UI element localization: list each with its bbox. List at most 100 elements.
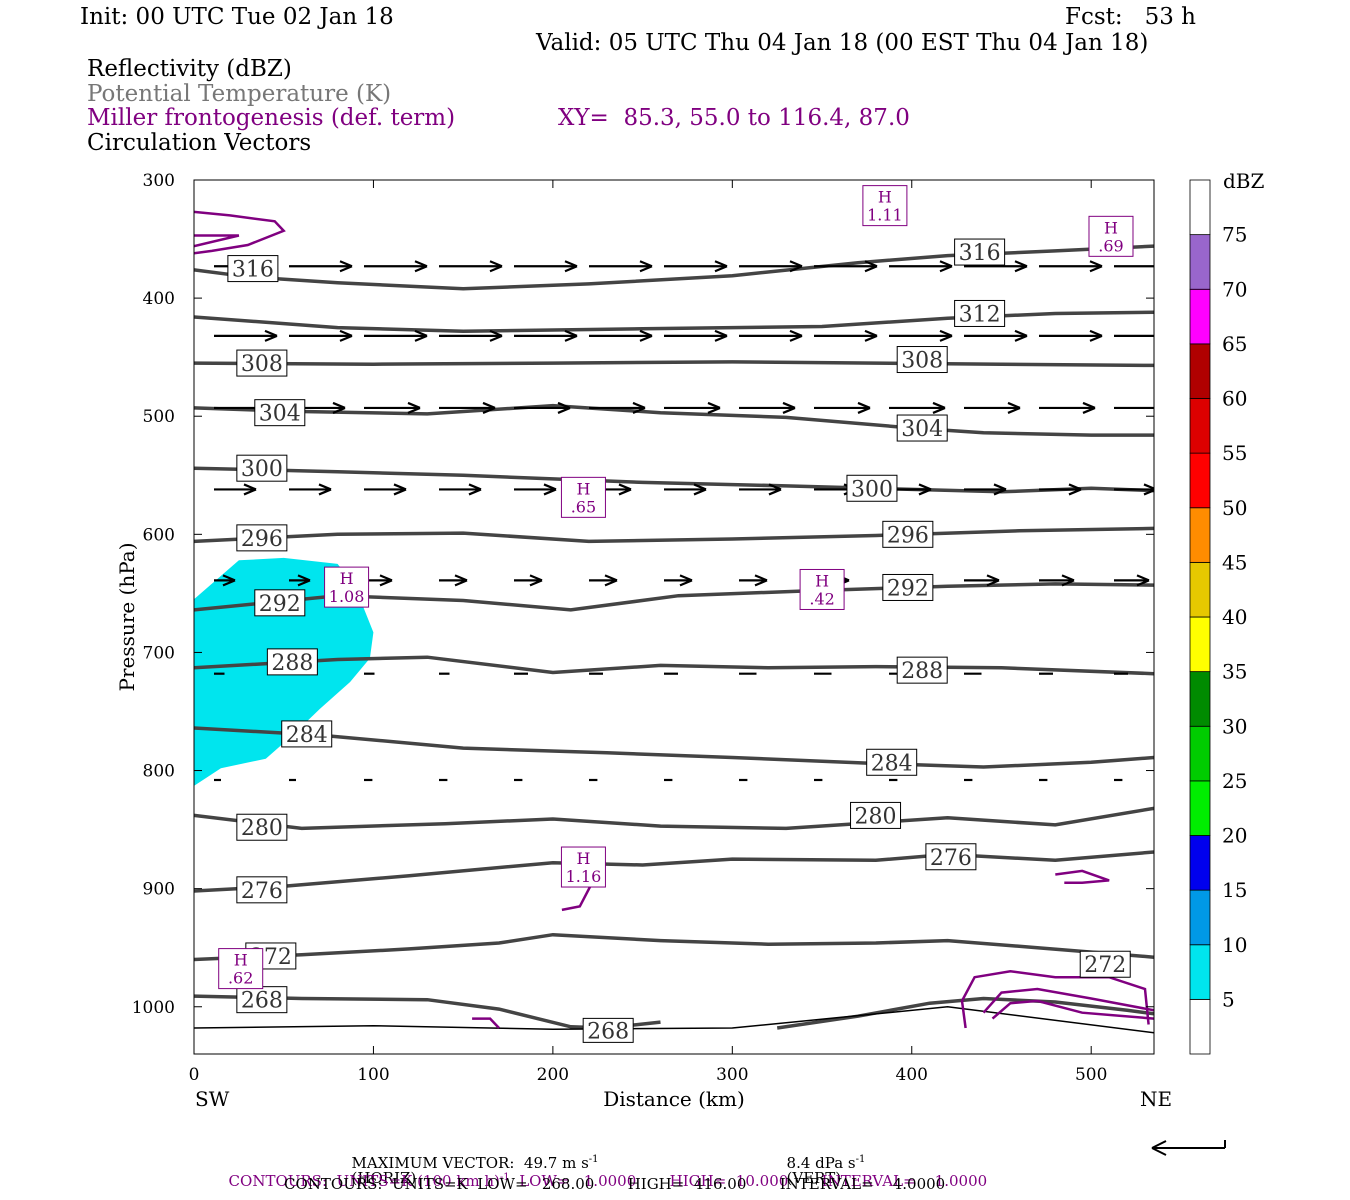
vector-head — [489, 329, 503, 337]
vector-head — [243, 483, 257, 491]
frontogenesis-contour — [472, 1017, 500, 1029]
theta-label: 304 — [901, 417, 943, 442]
theta-label: 280 — [855, 804, 897, 829]
colorbar-bin — [1189, 452, 1211, 509]
circulation-vector — [1039, 329, 1103, 342]
vector-head — [932, 401, 946, 409]
colorbar-bin — [1189, 179, 1211, 236]
theta-label-box — [227, 255, 279, 283]
vector-head — [414, 260, 428, 268]
circulation-vector — [664, 260, 728, 273]
high-marker-value: .65 — [571, 497, 596, 516]
contours-fronto-tail: LOW= 1.0000 HIGH= 10.000 INTERVAL= 1.000… — [519, 1172, 988, 1190]
vector-head — [332, 406, 346, 414]
vector-head — [639, 265, 653, 273]
vector-head — [339, 334, 353, 342]
theta-label-box — [236, 986, 288, 1014]
circulation-vector — [889, 329, 953, 342]
circulation-vector — [964, 401, 1021, 414]
theta-label-box — [582, 1017, 634, 1043]
theta-label: 268 — [587, 1019, 629, 1044]
vector-head — [1007, 406, 1021, 414]
vector-head — [529, 579, 543, 587]
circulation-vector — [439, 260, 503, 273]
vector-head — [789, 334, 803, 342]
theta-contour-276 — [194, 850, 1154, 893]
theta-label: 308 — [901, 349, 943, 374]
theta-label: 300 — [241, 457, 283, 482]
circulation-vector — [214, 574, 236, 587]
field-reflectivity: Reflectivity (dBZ) — [87, 56, 292, 82]
circulation-vector — [439, 329, 503, 342]
high-marker-value: .69 — [1098, 236, 1123, 255]
x-tick-label: 300 — [716, 1065, 748, 1085]
vector-head — [1082, 401, 1096, 409]
vector-head — [993, 483, 1007, 491]
theta-label: 276 — [930, 846, 972, 871]
circulation-vector — [439, 483, 482, 496]
high-marker-letter: H — [1104, 218, 1118, 237]
circulation-vector — [1039, 260, 1103, 273]
circulation-vector — [739, 574, 768, 587]
vector-head — [1158, 408, 1170, 413]
vector-head — [489, 260, 503, 268]
y-tick-label: 300 — [143, 171, 175, 191]
cross-section-endpoints: XY= 85.3, 55.0 to 116.4, 87.0 — [558, 105, 910, 131]
theta-label-box — [236, 454, 288, 482]
vector-head — [693, 488, 707, 496]
vector-head — [1014, 329, 1028, 337]
vector-head — [543, 483, 557, 491]
circulation-vector — [214, 483, 257, 496]
circulation-vector — [1114, 261, 1177, 268]
max-vector-horiz: MAXIMUM VECTOR: 49.7 m s-1 (HORIZ) — [351, 1154, 599, 1187]
circulation-vector — [964, 483, 1007, 496]
init-time: Init: 00 UTC Tue 02 Jan 18 — [80, 4, 394, 30]
vector-head — [407, 401, 421, 409]
vector-head — [639, 334, 653, 342]
vector-head — [564, 329, 578, 337]
theta-label-box — [236, 524, 288, 552]
vector-head — [789, 329, 803, 337]
circulation-vector — [1114, 403, 1170, 413]
vector-head — [564, 260, 578, 268]
vector-head — [1143, 489, 1154, 496]
theta-contour-304 — [194, 403, 1154, 437]
theta-label-box — [236, 349, 288, 377]
high-marker-box — [862, 185, 908, 227]
circulation-vector — [814, 260, 878, 273]
vector-head — [864, 265, 878, 273]
vector-head — [1089, 329, 1103, 337]
high-marker-letter: H — [340, 569, 354, 588]
x-tick-label: 0 — [189, 1065, 200, 1085]
vector-head — [768, 483, 782, 491]
frontogenesis-contour — [982, 987, 1154, 1014]
x-right-label: NE — [1140, 1087, 1172, 1111]
circulation-vector — [1114, 574, 1150, 587]
vector-head — [454, 579, 468, 587]
vector-head — [393, 483, 407, 491]
circulation-vector — [1039, 574, 1075, 587]
y-tick-label: 500 — [143, 407, 175, 427]
circulation-vector — [664, 329, 728, 342]
theta-label-box — [896, 414, 948, 442]
vector-head — [864, 334, 878, 342]
colorbar-label: 25 — [1222, 769, 1247, 793]
vector-head — [1158, 403, 1170, 408]
vector-head — [986, 574, 1000, 582]
circulation-vector — [739, 483, 782, 496]
circulation-vector — [964, 574, 1000, 587]
high-marker-box — [324, 566, 370, 608]
circulation-vector — [514, 401, 571, 414]
x-tick-label: 200 — [537, 1065, 569, 1085]
theta-label: 300 — [851, 477, 893, 502]
circulation-vector — [439, 401, 496, 414]
vector-head — [1165, 261, 1177, 266]
vector-head — [864, 329, 878, 337]
theta-contour-288 — [194, 655, 1154, 676]
colorbar-bin — [1189, 944, 1211, 1000]
vector-head — [1068, 488, 1082, 496]
vector-head — [243, 488, 257, 496]
colorbar-bin — [1189, 835, 1211, 891]
theta-label-box — [954, 299, 1006, 327]
